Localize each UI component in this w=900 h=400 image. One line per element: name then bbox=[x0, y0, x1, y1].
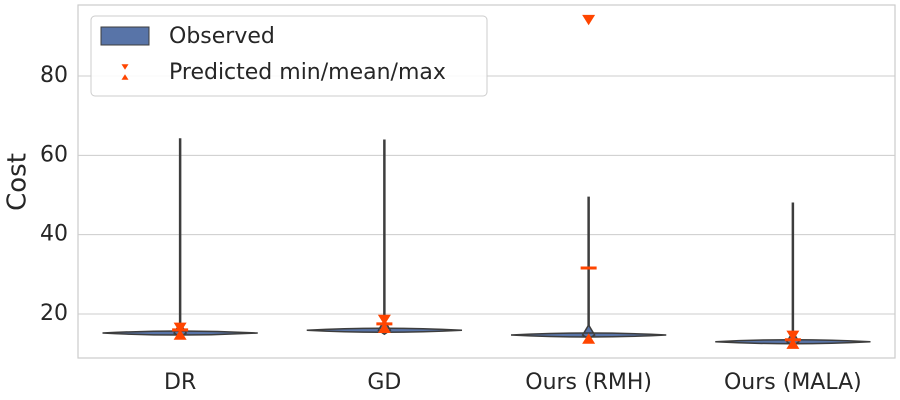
x-tick-label: DR bbox=[164, 370, 196, 395]
x-tick-label: Ours (RMH) bbox=[525, 370, 652, 395]
legend-marker bbox=[121, 74, 129, 80]
legend-label: Predicted min/mean/max bbox=[169, 60, 446, 85]
x-tick-label: GD bbox=[367, 370, 401, 395]
predicted-min bbox=[377, 322, 391, 334]
y-axis-label: Cost bbox=[3, 153, 33, 211]
predicted-max bbox=[786, 330, 800, 341]
predicted-max bbox=[173, 322, 187, 334]
legend-frame bbox=[90, 15, 488, 97]
legend-swatch bbox=[100, 26, 150, 46]
legend: Observed Predicted min/mean/max bbox=[90, 15, 488, 97]
x-tick-label: Ours (MALA) bbox=[724, 370, 862, 395]
y-tick-label: 80 bbox=[40, 63, 68, 88]
legend-label: Observed bbox=[169, 24, 275, 49]
y-tick-label: 20 bbox=[40, 301, 68, 326]
predicted-min bbox=[173, 329, 187, 340]
predicted-min bbox=[786, 338, 800, 349]
y-tick-label: 60 bbox=[40, 142, 68, 167]
legend-marker bbox=[121, 64, 129, 70]
plot-frame bbox=[77, 4, 896, 359]
predicted-min bbox=[582, 333, 596, 344]
predicted-max bbox=[582, 14, 596, 26]
predicted-max bbox=[377, 314, 391, 326]
y-tick-label: 40 bbox=[40, 222, 68, 247]
